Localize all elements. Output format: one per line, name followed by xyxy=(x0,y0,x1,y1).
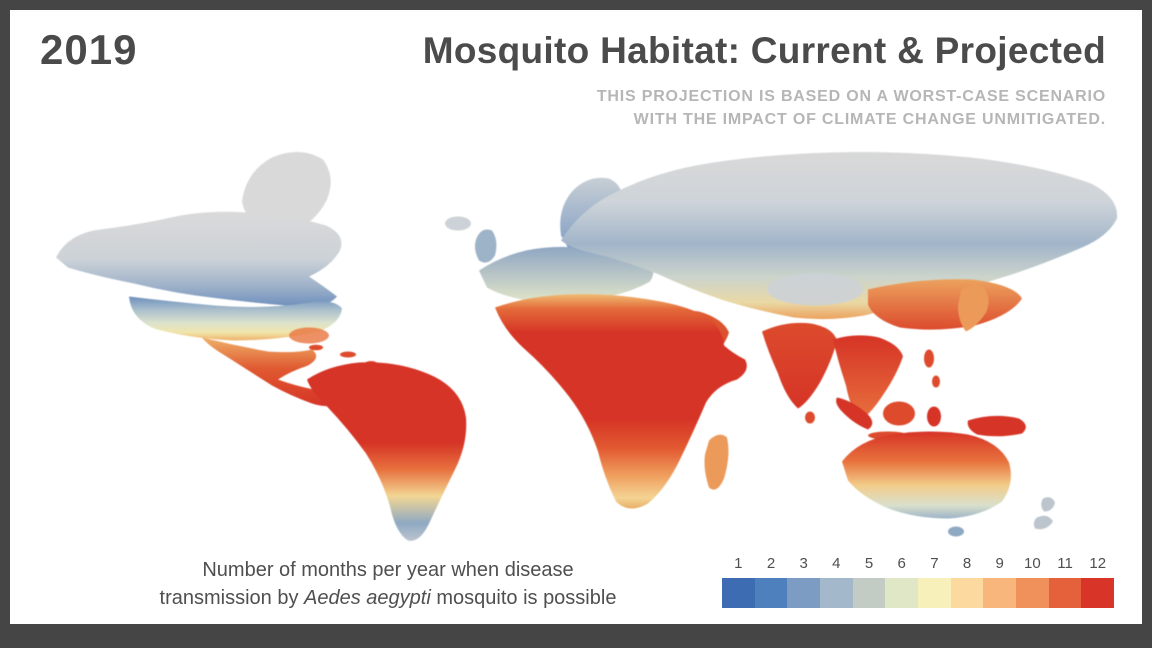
legend-swatch xyxy=(1081,578,1115,608)
region-europe xyxy=(479,246,654,302)
legend-label: 10 xyxy=(1024,555,1041,572)
caption-line-1: Number of months per year when disease xyxy=(202,559,574,581)
legend-swatch xyxy=(852,578,886,608)
legend-label: 11 xyxy=(1057,555,1073,572)
region-tibetan-plateau xyxy=(767,273,863,306)
legend-cell: 2 xyxy=(754,555,788,608)
legend-cell: 8 xyxy=(950,555,984,608)
legend-label: 2 xyxy=(766,555,776,572)
subtitle-line-1: THIS PROJECTION IS BASED ON A WORST-CASE… xyxy=(596,88,1106,105)
legend: 1 2 3 4 5 6 7 8 9 10 11 12 xyxy=(722,555,1115,608)
caption-species-name: Aedes aegypti xyxy=(304,587,431,609)
legend-label: 9 xyxy=(995,555,1004,572)
region-philippines-north xyxy=(924,349,934,368)
region-hispaniola xyxy=(340,351,356,358)
legend-cell: 1 xyxy=(722,555,755,608)
legend-label: 6 xyxy=(897,555,906,572)
legend-cell: 4 xyxy=(820,555,853,608)
header-block: Mosquito Habitat: Current & Projected TH… xyxy=(423,30,1106,131)
legend-swatch xyxy=(950,578,984,608)
legend-label: 5 xyxy=(864,555,874,572)
region-gulf-florida xyxy=(289,327,329,344)
region-sri-lanka xyxy=(805,411,815,424)
region-new-zealand-north xyxy=(1041,497,1055,512)
region-australia xyxy=(842,431,1011,519)
region-tasmania xyxy=(948,526,964,537)
legend-cell: 7 xyxy=(918,555,951,608)
legend-label: 7 xyxy=(930,555,939,572)
region-japan xyxy=(958,285,989,332)
slide-frame: 2019 Mosquito Habitat: Current & Project… xyxy=(10,10,1142,624)
region-mexico-central-america xyxy=(202,337,340,407)
legend-swatch xyxy=(722,578,755,608)
region-greenland xyxy=(242,151,331,235)
region-sumatra xyxy=(836,397,873,430)
legend-swatch xyxy=(918,578,951,608)
region-new-guinea xyxy=(967,415,1026,437)
region-africa xyxy=(495,294,747,509)
caption-line-2-post: mosquito is possible xyxy=(430,587,617,609)
map-caption: Number of months per year when disease t… xyxy=(70,556,706,612)
region-south-china xyxy=(868,279,1022,330)
region-philippines-south xyxy=(932,375,940,388)
region-south-america xyxy=(307,362,467,541)
legend-swatch xyxy=(1048,578,1082,608)
legend-label: 1 xyxy=(734,555,743,572)
region-uk xyxy=(475,229,497,263)
region-usa xyxy=(129,296,342,341)
caption-line-2-pre: transmission by xyxy=(159,587,305,609)
year-label: 2019 xyxy=(40,26,138,73)
region-canada-alaska xyxy=(56,211,342,307)
legend-label: 3 xyxy=(799,555,808,572)
subtitle: THIS PROJECTION IS BASED ON A WORST-CASE… xyxy=(423,85,1106,131)
region-madagascar xyxy=(704,434,729,490)
legend-cell: 3 xyxy=(787,555,821,608)
legend-cell: 6 xyxy=(885,555,919,608)
legend-cell: 9 xyxy=(983,555,1017,608)
region-iceland xyxy=(445,216,471,231)
region-asia-siberia xyxy=(561,152,1118,320)
subtitle-line-2: WITH THE IMPACT OF CLIMATE CHANGE UNMITI… xyxy=(633,111,1106,129)
region-cuba xyxy=(309,344,323,351)
legend-swatch xyxy=(1016,578,1049,608)
legend-swatch xyxy=(885,578,919,608)
region-sulawesi xyxy=(927,406,941,427)
legend-cell: 12 xyxy=(1081,555,1115,608)
legend-label: 12 xyxy=(1089,555,1107,572)
region-new-zealand-south xyxy=(1033,515,1053,530)
legend-swatch xyxy=(754,578,788,608)
legend-scale: 1 2 3 4 5 6 7 8 9 10 11 12 xyxy=(722,555,1115,608)
legend-swatch xyxy=(820,578,853,608)
legend-label: 4 xyxy=(832,555,841,572)
legend-cell: 11 xyxy=(1048,555,1082,608)
legend-label: 8 xyxy=(962,555,972,572)
region-southeast-asia xyxy=(833,335,903,421)
region-india xyxy=(762,322,837,409)
legend-cell: 10 xyxy=(1016,555,1049,608)
legend-cell: 5 xyxy=(852,555,886,608)
region-borneo xyxy=(883,401,915,426)
legend-swatch xyxy=(983,578,1017,608)
page-title: Mosquito Habitat: Current & Projected xyxy=(422,30,1106,71)
legend-swatch xyxy=(787,578,821,608)
world-map xyxy=(10,138,1142,556)
